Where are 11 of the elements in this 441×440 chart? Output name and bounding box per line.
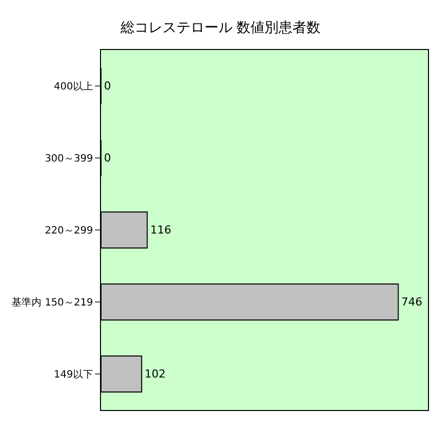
chart-title: 総コレステロール 数値別患者数	[119, 20, 321, 36]
y-tick-label: 220～299	[44, 226, 93, 236]
data-label: 0	[104, 80, 111, 92]
data-label: 746	[401, 296, 422, 308]
data-label: 102	[144, 368, 166, 380]
y-tick-label: 300～399	[44, 154, 93, 164]
y-tick-label: 基準内 150～219	[12, 296, 93, 308]
y-tick-label: 149以下	[54, 368, 93, 380]
y-tick-label: 400以上	[54, 80, 93, 92]
data-label: 116	[150, 224, 172, 236]
data-label: 0	[104, 152, 111, 164]
